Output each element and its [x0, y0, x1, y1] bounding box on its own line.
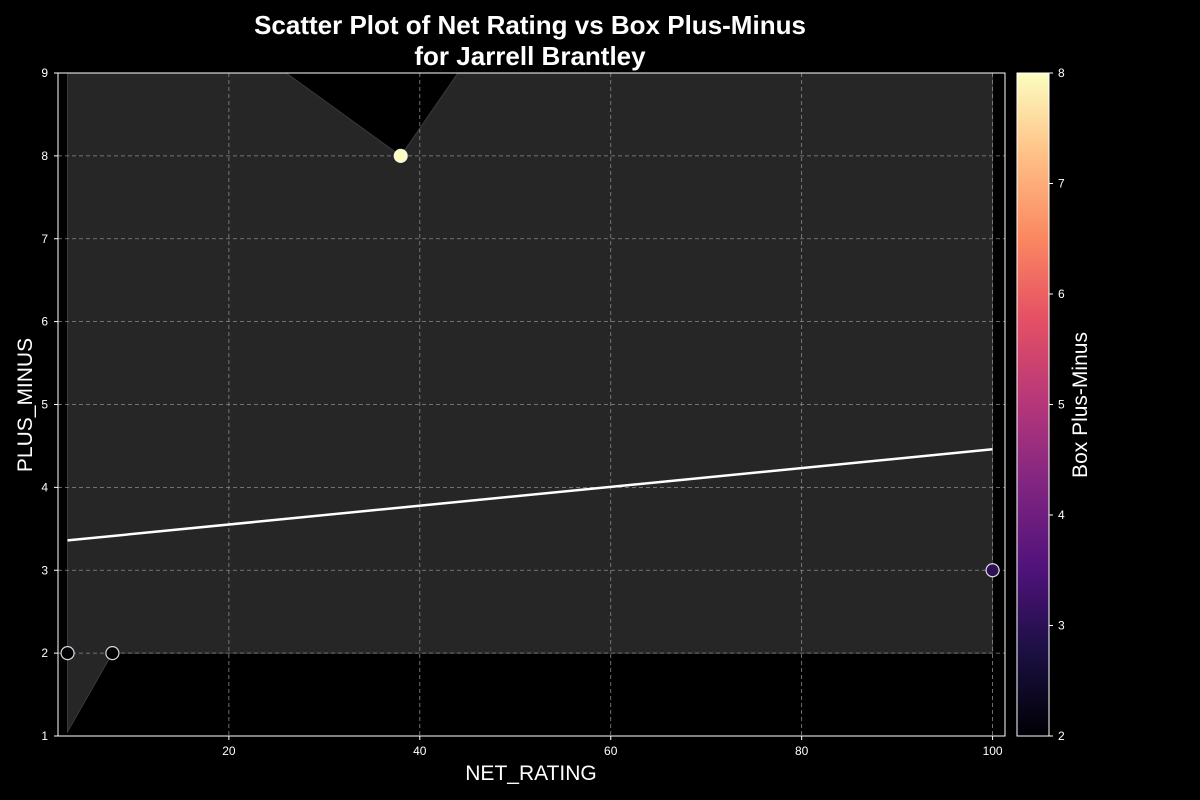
colorbar-tick-label: 7 [1058, 177, 1065, 191]
y-tick-label: 7 [41, 232, 48, 246]
x-tick-label: 60 [604, 744, 618, 758]
data-point-4 [985, 563, 1000, 578]
colorbar-label: Box Plus-Minus [1069, 332, 1092, 478]
colorbar-tick-label: 4 [1058, 508, 1065, 522]
x-tick-label: 20 [222, 744, 236, 758]
y-tick-label: 9 [41, 66, 48, 80]
y-tick-label: 3 [41, 563, 48, 577]
y-tick-label: 5 [41, 398, 48, 412]
y-tick-label: 8 [41, 149, 48, 163]
chart-title-line-1: Scatter Plot of Net Rating vs Box Plus-M… [254, 10, 806, 40]
colorbar-tick-label: 8 [1058, 66, 1065, 80]
x-tick-label: 40 [413, 744, 427, 758]
x-axis-label: NET_RATING [465, 762, 596, 785]
y-tick-label: 1 [41, 729, 48, 743]
trend-line [67, 448, 993, 542]
colorbar: 2 3 4 5 6 7 8 Box Plus-Minus [1016, 66, 1092, 743]
y-tick-label: 2 [41, 646, 48, 660]
data-point-2 [105, 646, 120, 661]
y-axis-label: PLUS_MINUS [14, 338, 37, 472]
confidence-band [67, 73, 994, 734]
data-point-1 [60, 646, 75, 661]
chart-title: Scatter Plot of Net Rating vs Box Plus-M… [130, 10, 930, 72]
colorbar-tick-label: 6 [1058, 287, 1065, 301]
x-tick-label: 80 [795, 744, 809, 758]
chart-title-line-2: for Jarrell Brantley [414, 41, 646, 71]
y-tick-label: 6 [41, 315, 48, 329]
colorbar-gradient [1016, 72, 1050, 737]
colorbar-tick-label: 5 [1058, 398, 1065, 412]
data-point-3 [393, 148, 408, 163]
colorbar-tick-label: 3 [1058, 619, 1065, 633]
colorbar-tick-label: 2 [1058, 729, 1065, 743]
y-tick-label: 4 [41, 480, 48, 494]
x-tick-label: 100 [983, 744, 1003, 758]
